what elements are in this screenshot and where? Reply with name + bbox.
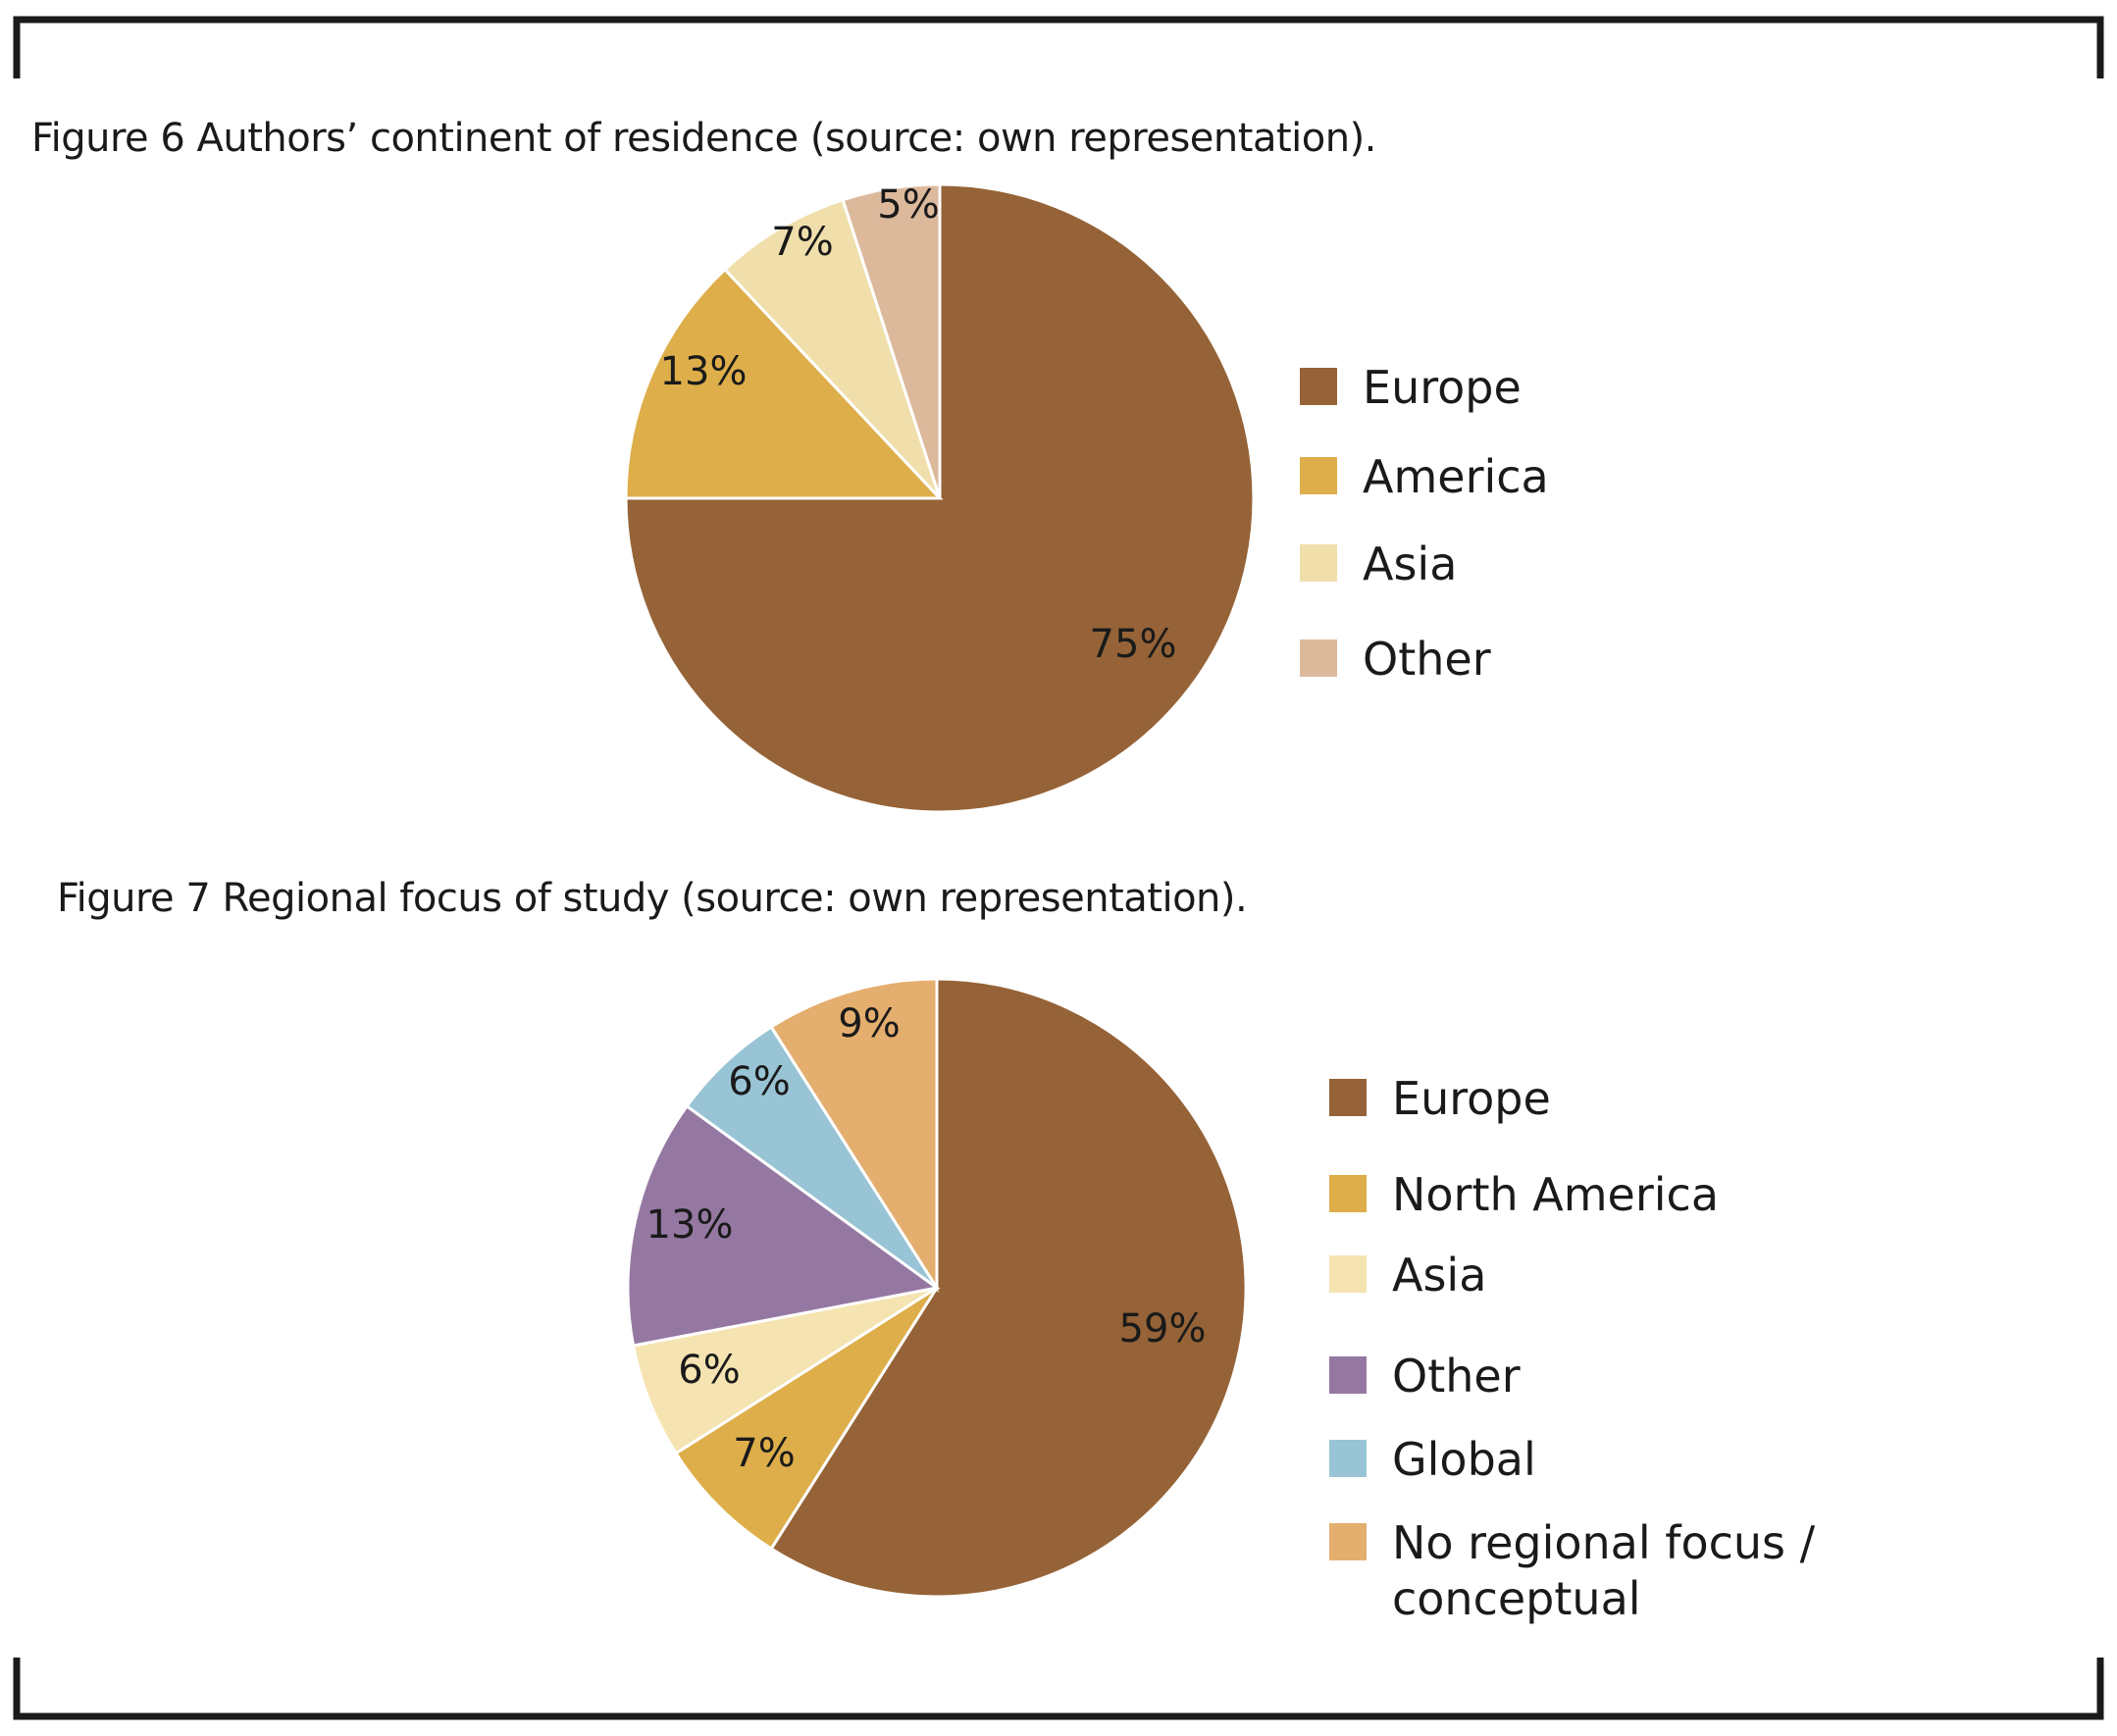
pie-slice-north-america — [673, 1286, 939, 1552]
legend-item-no-regional-focus-conceptual: No regional focus / conceptual — [1329, 1515, 1815, 1627]
pie-slice-asia — [722, 197, 942, 500]
legend-label: America — [1363, 450, 1549, 503]
slice-label-other: 5% — [877, 182, 939, 228]
legend-label: Global — [1392, 1433, 1536, 1486]
legend-swatch — [1329, 1523, 1367, 1560]
legend-label: Asia — [1392, 1249, 1487, 1302]
legend-swatch — [1300, 544, 1337, 582]
slice-label-other: 13% — [646, 1202, 734, 1248]
legend-swatch — [1329, 1079, 1367, 1116]
legend-label: North America — [1392, 1168, 1720, 1221]
legend-swatch — [1300, 368, 1337, 405]
legend-label: Asia — [1363, 537, 1458, 590]
legend-item-global: Global — [1329, 1432, 1536, 1488]
figure-7-title: Figure 7 Regional focus of study (source… — [57, 876, 1248, 921]
legend-label: Other — [1363, 633, 1491, 686]
pie-slice-america — [624, 267, 944, 500]
legend-item-europe: Europe — [1329, 1071, 1551, 1127]
pie-slice-other — [626, 1103, 941, 1348]
legend-swatch — [1329, 1356, 1367, 1394]
legend-item-north-america: North America — [1329, 1167, 1719, 1223]
legend-item-europe: Europe — [1300, 360, 1522, 416]
legend-swatch — [1300, 639, 1337, 677]
slice-label-asia: 7% — [771, 220, 833, 265]
slice-label-america: 13% — [660, 349, 748, 394]
slice-label-europe: 59% — [1119, 1306, 1207, 1352]
slice-label-europe: 75% — [1090, 622, 1177, 667]
pie-slice-global — [685, 1024, 939, 1290]
pie-slice-no-regional-focus-conceptual — [769, 977, 939, 1294]
legend-item-asia: Asia — [1300, 536, 1457, 592]
legend-label: Other — [1392, 1350, 1521, 1403]
legend-swatch — [1329, 1440, 1367, 1477]
legend-label: No regional focus / conceptual — [1392, 1516, 1816, 1625]
pie-slice-europe — [769, 977, 1248, 1599]
figure-6-title: Figure 6 Authors’ continent of residence… — [31, 116, 1376, 161]
legend-swatch — [1329, 1175, 1367, 1212]
pie-slice-other — [841, 182, 942, 499]
slice-label-global: 6% — [728, 1059, 790, 1104]
legend-item-asia: Asia — [1329, 1248, 1486, 1303]
legend-item-america: America — [1300, 449, 1549, 505]
legend-item-other: Other — [1300, 632, 1491, 688]
legend-item-other: Other — [1329, 1349, 1521, 1404]
legend-label: Europe — [1392, 1072, 1551, 1125]
pie-slice-asia — [631, 1286, 938, 1455]
slice-label-asia: 6% — [678, 1348, 740, 1393]
legend-label: Europe — [1363, 361, 1522, 414]
legend-swatch — [1300, 457, 1337, 494]
slice-label-north-america: 7% — [733, 1431, 795, 1476]
slice-label-no-regional-focus-conceptual: 9% — [838, 1001, 900, 1047]
legend-swatch — [1329, 1255, 1367, 1293]
